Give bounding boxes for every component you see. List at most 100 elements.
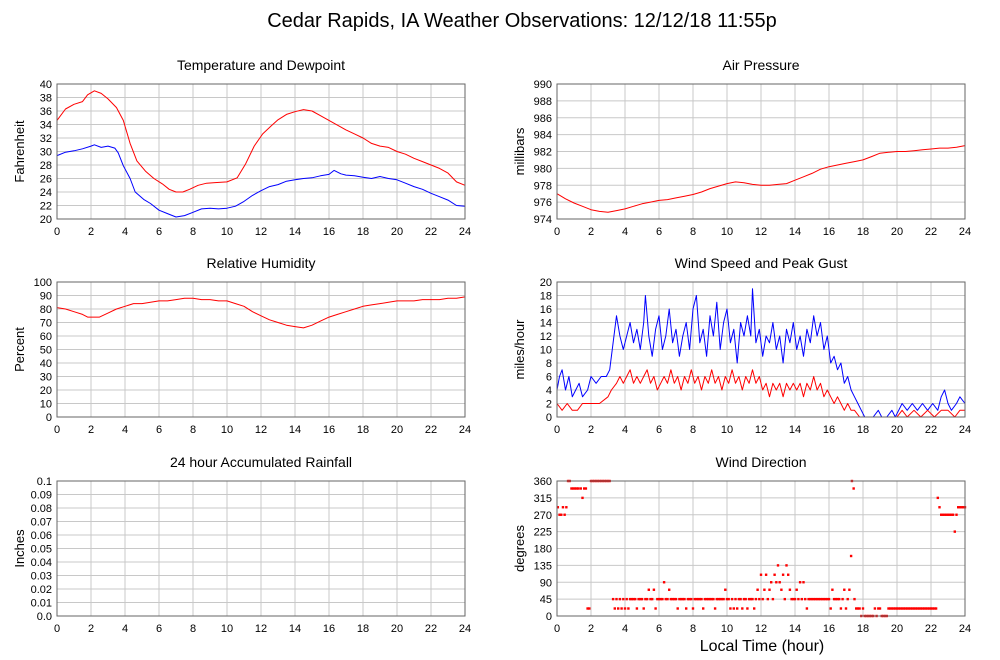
direction-point: [615, 597, 618, 601]
direction-point: [900, 607, 904, 610]
direction-point: [673, 597, 676, 601]
direction-point: [763, 588, 766, 591]
direction-point: [775, 581, 778, 584]
direction-point: [856, 607, 860, 610]
temp-series-line-1: [56, 144, 466, 218]
humidity-y-tick-label: 60: [40, 331, 52, 343]
direction-point: [756, 588, 759, 591]
direction-point: [661, 597, 664, 601]
direction-point: [914, 607, 917, 610]
direction-x-tick-label: 0: [554, 623, 560, 635]
direction-point: [841, 597, 844, 601]
direction-point: [773, 573, 776, 576]
direction-point: [787, 573, 790, 576]
direction-point: [858, 607, 861, 610]
direction-point: [640, 597, 644, 601]
direction-point: [827, 597, 831, 601]
direction-point: [953, 530, 956, 533]
direction-point: [634, 597, 637, 601]
direction-point: [829, 607, 832, 610]
wind-series-line-1: [556, 369, 965, 418]
rain-x-tick-label: 4: [122, 623, 128, 635]
direction-point: [821, 597, 824, 601]
direction-point: [797, 597, 800, 601]
direction-point: [651, 597, 654, 601]
direction-point: [926, 607, 929, 610]
direction-point: [848, 588, 851, 591]
direction-point: [781, 573, 785, 576]
direction-point: [919, 607, 922, 610]
direction-point: [852, 487, 855, 490]
direction-point: [715, 597, 718, 601]
humidity-y-tick-label: 70: [40, 318, 52, 330]
pressure-x-tick-label: 22: [925, 226, 937, 238]
temp-y-tick-label: 30: [40, 147, 52, 159]
direction-point: [921, 607, 924, 610]
direction-point: [758, 597, 761, 601]
direction-point: [681, 597, 684, 601]
direction-point: [753, 607, 756, 610]
temp-series-line-0: [56, 90, 466, 193]
rain-x-tick-label: 0: [54, 623, 60, 635]
rain-y-tick-label: 0.09: [31, 490, 52, 502]
rain-y-axis-label: Inches: [12, 529, 27, 568]
temp-y-tick-label: 28: [40, 160, 52, 172]
temp-x-tick-label: 0: [54, 226, 60, 238]
direction-point: [810, 597, 814, 601]
direction-point: [570, 487, 573, 490]
direction-point: [792, 597, 795, 601]
pressure-y-tick-label: 978: [534, 180, 552, 192]
humidity-x-tick-label: 24: [459, 424, 471, 436]
temp-x-tick-label: 22: [425, 226, 437, 238]
humidity-y-tick-label: 10: [40, 399, 52, 411]
pressure-series-line-0: [556, 145, 966, 213]
humidity-frame: [56, 281, 466, 418]
temp-y-tick-label: 38: [40, 93, 52, 105]
direction-point: [627, 607, 630, 610]
direction-point: [897, 607, 900, 610]
rain-x-tick-label: 2: [88, 623, 94, 635]
direction-point: [671, 597, 674, 601]
wind-chart: 0 2 4 6 8 10 12 14 16 18 20 22 2402468101214161820Wi…: [512, 255, 971, 436]
x-axis-label: Local Time (hour): [700, 638, 825, 655]
pressure-frame: [556, 83, 966, 220]
direction-point: [815, 597, 819, 601]
direction-point: [668, 588, 671, 591]
rain-y-tick-label: 0.01: [31, 598, 52, 610]
direction-point: [899, 607, 902, 610]
direction-point: [659, 597, 662, 601]
direction-point: [698, 597, 701, 601]
direction-y-tick-label: 45: [540, 594, 552, 606]
direction-point: [678, 597, 681, 601]
direction-point: [586, 607, 589, 610]
direction-point: [839, 607, 843, 610]
pressure-y-tick-label: 986: [534, 113, 552, 125]
direction-point: [579, 487, 582, 490]
direction-point: [936, 496, 939, 500]
direction-point: [713, 607, 717, 610]
rain-frame: [56, 480, 466, 617]
direction-point: [776, 564, 780, 567]
rain-y-tick-label: 0.06: [31, 530, 52, 542]
temp-y-axis-label: Fahrenheit: [12, 120, 27, 183]
direction-point: [902, 607, 905, 610]
direction-point: [737, 597, 741, 601]
direction-point: [657, 597, 661, 601]
direction-point: [573, 487, 577, 490]
wind-y-tick-label: 10: [540, 345, 552, 357]
pressure-y-tick-label: 984: [534, 130, 552, 142]
direction-y-axis-label: degrees: [512, 525, 527, 572]
direction-point: [817, 597, 820, 601]
direction-point: [747, 597, 751, 601]
direction-point: [703, 597, 707, 601]
temp-x-tick-label: 12: [255, 226, 267, 238]
pressure-chart: 0 2 4 6 8 10 12 14 16 18 20 22 249749769789809829849…: [512, 57, 971, 238]
direction-point: [742, 597, 746, 601]
direction-point: [632, 597, 635, 601]
direction-y-tick-label: 90: [540, 577, 552, 589]
wind-x-tick-label: 16: [823, 424, 835, 436]
direction-point: [846, 597, 849, 601]
rain-title: 24 hour Accumulated Rainfall: [170, 454, 352, 470]
direction-x-tick-label: 20: [891, 623, 903, 635]
page-title: Cedar Rapids, IA Weather Observations: 1…: [267, 10, 777, 32]
